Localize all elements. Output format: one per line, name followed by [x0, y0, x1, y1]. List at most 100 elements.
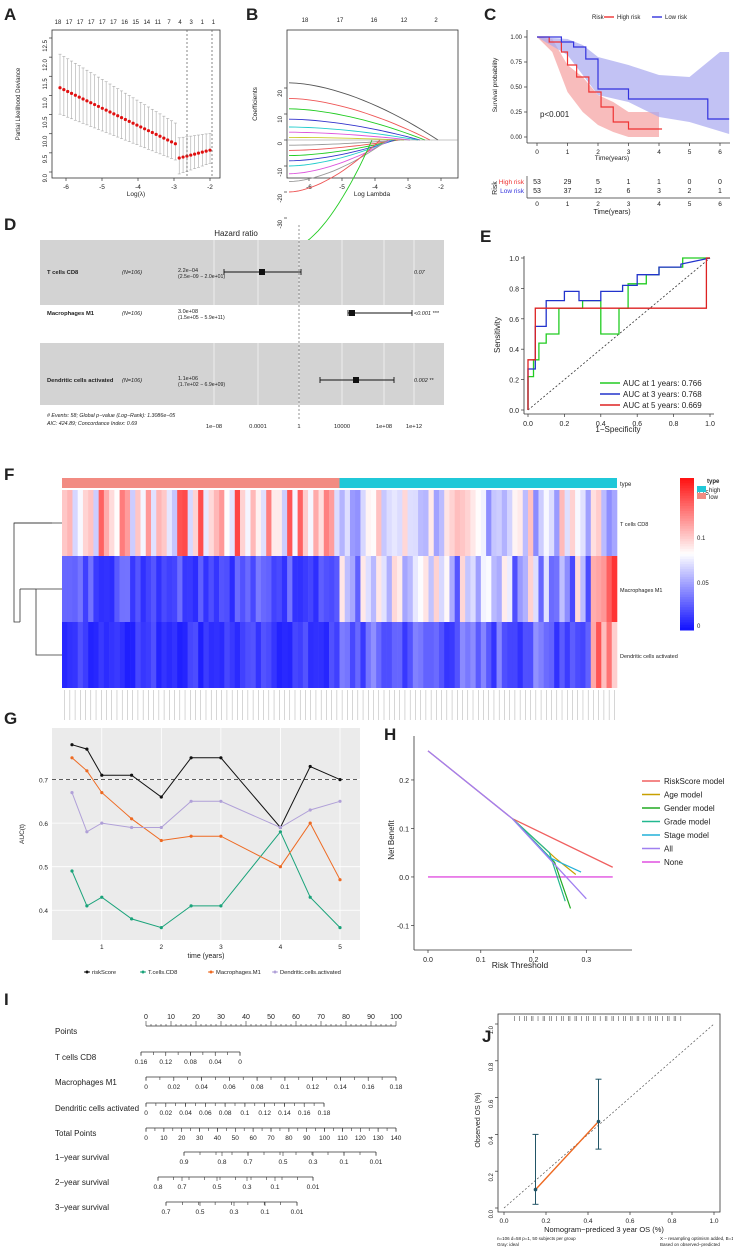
- ideal-line: [503, 1023, 715, 1209]
- auc-point: [70, 756, 74, 760]
- calibration-point: [596, 1119, 601, 1124]
- type-bar-low: [62, 478, 340, 488]
- scale-step: [680, 569, 694, 573]
- top-count-label: 18: [302, 18, 309, 24]
- xtick-label: -5: [339, 184, 345, 191]
- forest-row-band: [40, 240, 444, 305]
- scale-step: [680, 493, 694, 497]
- heatmap-row-label: T cells CD8: [620, 522, 648, 528]
- heatmap-cell: [302, 490, 309, 556]
- heatmap-cell: [465, 490, 471, 556]
- heatmap-cell: [82, 622, 89, 688]
- auc-point: [85, 904, 89, 908]
- forest-row-name: Dendritic cells activated: [47, 378, 114, 384]
- ci-band-high: [537, 37, 659, 137]
- dca-stage-line: [512, 818, 582, 873]
- xtick-label: 0.8: [669, 421, 679, 428]
- auc-point: [308, 808, 312, 812]
- legend-label-g: riskScore: [92, 970, 116, 976]
- heatmap-cell: [240, 556, 246, 622]
- heatmap-cell: [512, 622, 518, 688]
- heatmap-cell: [219, 490, 225, 556]
- nomogram-tick-label: 0.9: [179, 1159, 188, 1166]
- scale-tick-label: 0.05: [697, 581, 709, 587]
- xlabel-h: Risk Threshold: [492, 960, 549, 970]
- nomogram-tick-label: 20: [178, 1135, 186, 1142]
- auc-point: [278, 865, 282, 869]
- heatmap-cell: [391, 622, 398, 688]
- heatmap-cell: [281, 490, 288, 556]
- heatmap-cell: [522, 556, 529, 622]
- risk-low-count: 2: [688, 188, 692, 195]
- heatmap-cell: [360, 622, 366, 688]
- heatmap-cell: [575, 490, 581, 556]
- heatmap-cell: [569, 490, 576, 556]
- xtick-label: 2: [596, 149, 600, 156]
- nomogram-tick-label: 90: [367, 1014, 375, 1021]
- km-curve-low: [537, 36, 730, 120]
- heatmap-cell: [234, 556, 241, 622]
- heatmap-cell: [124, 556, 131, 622]
- heatmap-cell: [77, 490, 84, 556]
- nomogram-row-name: 3−year survival: [55, 1203, 109, 1212]
- auc-point: [219, 904, 223, 908]
- scale-step: [680, 561, 694, 565]
- auc-point: [159, 926, 163, 930]
- nomogram-tick-label: 0.08: [184, 1059, 197, 1066]
- heatmap-cell: [527, 622, 534, 688]
- heatmap-cell: [198, 622, 204, 688]
- heatmap-cell: [203, 622, 209, 688]
- heatmap-cell: [527, 490, 534, 556]
- legend-label-h: Grade model: [664, 818, 710, 827]
- heatmap-cell: [119, 622, 126, 688]
- heatmap-cell: [496, 490, 503, 556]
- heatmap-cell: [151, 490, 157, 556]
- ylabel-e: Sensitivity: [493, 317, 502, 353]
- heatmap-cell: [548, 490, 555, 556]
- scale-step: [680, 533, 694, 537]
- nomogram-row-name: T cells CD8: [55, 1053, 97, 1062]
- heatmap-cell: [601, 556, 607, 622]
- forest-xtick-label: 0.0001: [249, 424, 267, 430]
- nomogram-tick-label: 0.1: [240, 1110, 249, 1117]
- ytick-label: 9.0: [43, 173, 49, 182]
- heatmap-cell: [470, 490, 476, 556]
- legend-label-g: Dendritic.cells.activated: [280, 970, 341, 976]
- scale-step: [680, 576, 694, 580]
- ytick-label: 1.0: [509, 256, 519, 263]
- nomogram-row-name: 1−year survival: [55, 1153, 109, 1162]
- heatmap-cell: [428, 556, 435, 622]
- heatmap-cell: [444, 490, 450, 556]
- heatmap-cell: [276, 556, 283, 622]
- scale-step: [680, 627, 694, 631]
- heatmap-cell: [297, 490, 304, 556]
- auc-point: [278, 825, 282, 830]
- xlabel-c: Time(years): [595, 155, 629, 162]
- nomogram-tick-label: 0.5: [195, 1209, 204, 1216]
- scale-step: [680, 594, 694, 598]
- calibration-note-1: n=106 d=58 p=1, 50 subjects per group: [497, 1236, 576, 1241]
- heatmap-cell: [522, 622, 529, 688]
- heatmap-cell: [433, 490, 440, 556]
- auc-point: [338, 878, 342, 882]
- heatmap-cell: [260, 490, 267, 556]
- heatmap-cell: [130, 622, 136, 688]
- top-count-label: 1: [212, 20, 216, 26]
- heatmap-cell: [297, 622, 304, 688]
- top-count-label: 16: [371, 18, 378, 24]
- heatmap-cell: [93, 490, 99, 556]
- heatmap-cell: [334, 622, 340, 688]
- ylabel-c: Survival probability: [492, 57, 499, 112]
- nomogram-tick-label: 0.12: [258, 1110, 271, 1117]
- xtick-label: 4: [657, 149, 661, 156]
- heatmap-cell: [433, 622, 440, 688]
- nomogram-tick-label: 0.04: [195, 1084, 208, 1091]
- heatmap-cell: [533, 622, 539, 688]
- heatmap-cell: [156, 490, 162, 556]
- nomogram-tick-label: 0.7: [177, 1184, 186, 1191]
- heatmap-cell: [109, 556, 115, 622]
- heatmap-cell: [234, 490, 241, 556]
- heatmap-cell: [334, 490, 340, 556]
- scale-step: [680, 548, 694, 552]
- heatmap-cell: [491, 622, 497, 688]
